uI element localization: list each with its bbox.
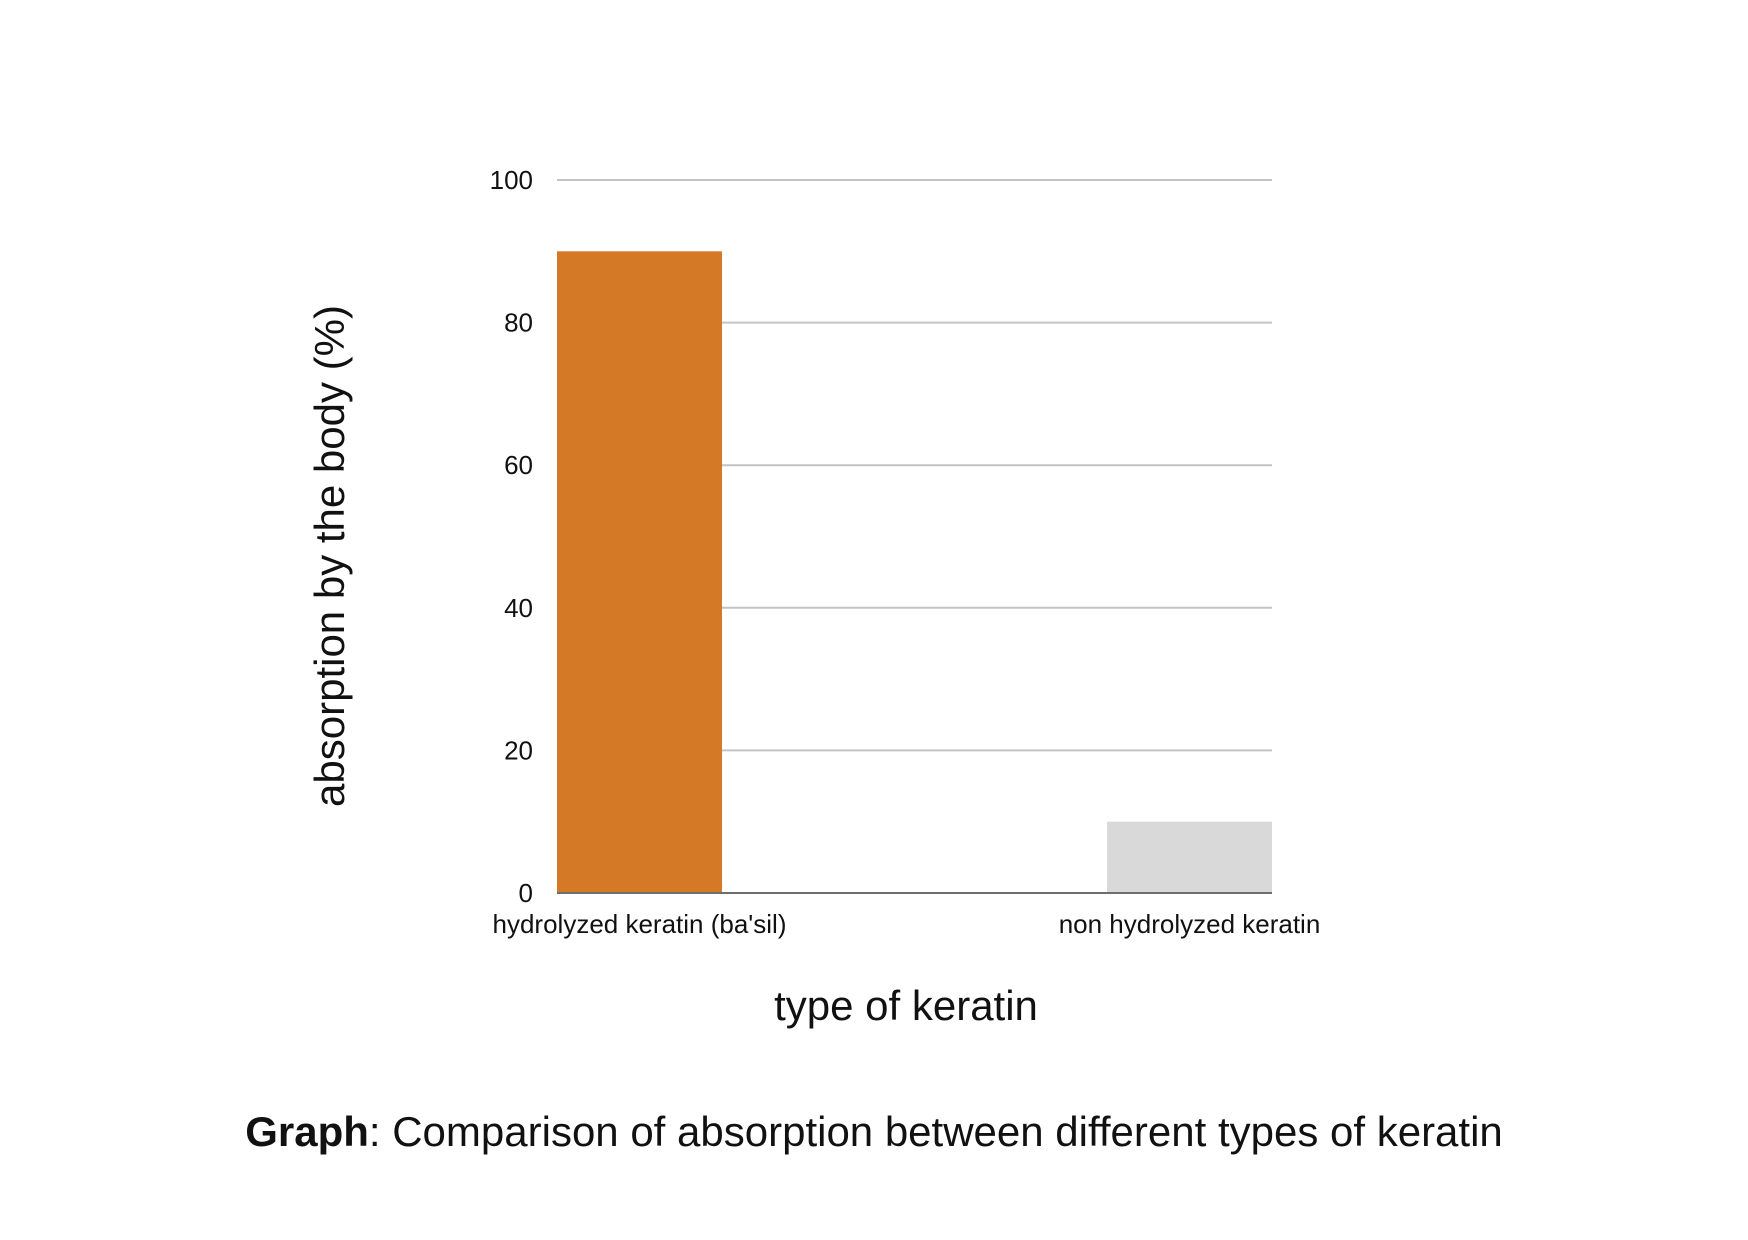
- y-tick-label: 80: [504, 308, 533, 338]
- x-category-label: non hydrolyzed keratin: [1059, 909, 1321, 939]
- y-tick-label: 0: [519, 878, 533, 908]
- bars: [557, 251, 1272, 894]
- y-tick-label: 60: [504, 450, 533, 480]
- y-tick-label: 100: [490, 165, 533, 195]
- bar-1: [1107, 821, 1272, 893]
- y-tick-labels: 0 20 40 60 80 100: [490, 165, 533, 908]
- x-category-label: hydrolyzed keratin (ba'sil): [493, 909, 787, 939]
- y-axis-title: absorption by the body (%): [306, 305, 353, 807]
- y-tick-label: 20: [504, 735, 533, 765]
- figure-caption: Graph: Comparison of absorption between …: [0, 1108, 1748, 1156]
- caption-text: : Comparison of absorption between diffe…: [368, 1108, 1503, 1155]
- caption-prefix: Graph: [245, 1108, 369, 1155]
- bar-0: [557, 251, 722, 894]
- y-tick-label: 40: [504, 593, 533, 623]
- x-axis-title: type of keratin: [774, 982, 1038, 1029]
- x-category-labels: hydrolyzed keratin (ba'sil) non hydrolyze…: [493, 909, 1321, 939]
